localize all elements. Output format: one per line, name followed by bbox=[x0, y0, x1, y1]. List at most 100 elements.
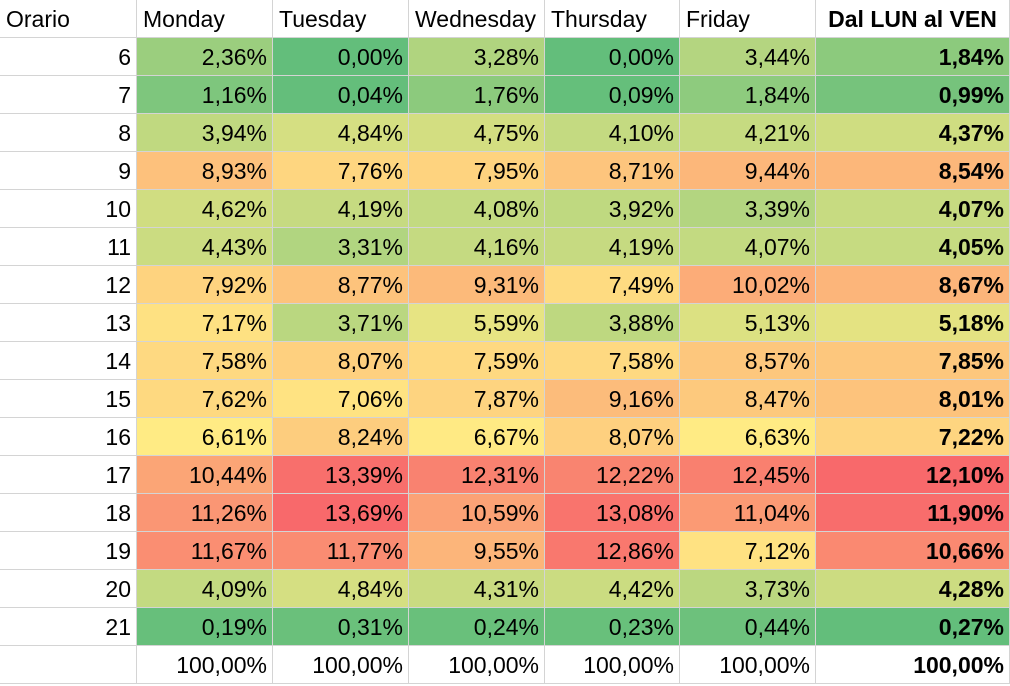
total-cell[interactable]: 12,10% bbox=[816, 456, 1010, 494]
column-total-cell[interactable]: 100,00% bbox=[409, 646, 545, 684]
percent-cell[interactable]: 8,07% bbox=[273, 342, 409, 380]
column-total-cell[interactable]: 100,00% bbox=[545, 646, 680, 684]
hour-label[interactable]: 14 bbox=[0, 342, 137, 380]
percent-cell[interactable]: 11,04% bbox=[680, 494, 816, 532]
percent-cell[interactable]: 3,28% bbox=[409, 38, 545, 76]
percent-cell[interactable]: 8,71% bbox=[545, 152, 680, 190]
percent-cell[interactable]: 3,39% bbox=[680, 190, 816, 228]
percent-cell[interactable]: 7,58% bbox=[137, 342, 273, 380]
percent-cell[interactable]: 4,75% bbox=[409, 114, 545, 152]
header-day-4[interactable]: Thursday bbox=[545, 0, 680, 38]
total-cell[interactable]: 7,22% bbox=[816, 418, 1010, 456]
percent-cell[interactable]: 10,59% bbox=[409, 494, 545, 532]
percent-cell[interactable]: 4,16% bbox=[409, 228, 545, 266]
percent-cell[interactable]: 4,08% bbox=[409, 190, 545, 228]
percent-cell[interactable]: 3,94% bbox=[137, 114, 273, 152]
percent-cell[interactable]: 4,10% bbox=[545, 114, 680, 152]
percent-cell[interactable]: 4,84% bbox=[273, 570, 409, 608]
percent-cell[interactable]: 3,31% bbox=[273, 228, 409, 266]
percent-cell[interactable]: 4,07% bbox=[680, 228, 816, 266]
total-cell[interactable]: 4,28% bbox=[816, 570, 1010, 608]
percent-cell[interactable]: 4,19% bbox=[273, 190, 409, 228]
percent-cell[interactable]: 3,73% bbox=[680, 570, 816, 608]
hour-label[interactable]: 20 bbox=[0, 570, 137, 608]
percent-cell[interactable]: 5,13% bbox=[680, 304, 816, 342]
percent-cell[interactable]: 11,67% bbox=[137, 532, 273, 570]
hour-label[interactable]: 18 bbox=[0, 494, 137, 532]
hour-label[interactable]: 21 bbox=[0, 608, 137, 646]
percent-cell[interactable]: 7,06% bbox=[273, 380, 409, 418]
percent-cell[interactable]: 3,71% bbox=[273, 304, 409, 342]
percent-cell[interactable]: 12,45% bbox=[680, 456, 816, 494]
percent-cell[interactable]: 4,09% bbox=[137, 570, 273, 608]
percent-cell[interactable]: 7,62% bbox=[137, 380, 273, 418]
percent-cell[interactable]: 1,84% bbox=[680, 76, 816, 114]
percent-cell[interactable]: 4,84% bbox=[273, 114, 409, 152]
percent-cell[interactable]: 7,76% bbox=[273, 152, 409, 190]
percent-cell[interactable]: 9,44% bbox=[680, 152, 816, 190]
percent-cell[interactable]: 8,93% bbox=[137, 152, 273, 190]
total-cell[interactable]: 5,18% bbox=[816, 304, 1010, 342]
percent-cell[interactable]: 0,23% bbox=[545, 608, 680, 646]
percent-cell[interactable]: 4,31% bbox=[409, 570, 545, 608]
percent-cell[interactable]: 5,59% bbox=[409, 304, 545, 342]
percent-cell[interactable]: 0,24% bbox=[409, 608, 545, 646]
percent-cell[interactable]: 7,17% bbox=[137, 304, 273, 342]
percent-cell[interactable]: 0,04% bbox=[273, 76, 409, 114]
total-cell[interactable]: 7,85% bbox=[816, 342, 1010, 380]
hour-label[interactable]: 11 bbox=[0, 228, 137, 266]
percent-cell[interactable]: 3,44% bbox=[680, 38, 816, 76]
header-day-2[interactable]: Tuesday bbox=[273, 0, 409, 38]
percent-cell[interactable]: 11,77% bbox=[273, 532, 409, 570]
total-cell[interactable]: 4,07% bbox=[816, 190, 1010, 228]
hour-label[interactable]: 7 bbox=[0, 76, 137, 114]
percent-cell[interactable]: 4,42% bbox=[545, 570, 680, 608]
hour-label[interactable]: 6 bbox=[0, 38, 137, 76]
percent-cell[interactable]: 12,31% bbox=[409, 456, 545, 494]
percent-cell[interactable]: 6,63% bbox=[680, 418, 816, 456]
column-total-cell[interactable]: 100,00% bbox=[680, 646, 816, 684]
percent-cell[interactable]: 0,09% bbox=[545, 76, 680, 114]
percent-cell[interactable]: 4,62% bbox=[137, 190, 273, 228]
column-total-cell[interactable]: 100,00% bbox=[137, 646, 273, 684]
percent-cell[interactable]: 11,26% bbox=[137, 494, 273, 532]
percent-cell[interactable]: 8,47% bbox=[680, 380, 816, 418]
percent-cell[interactable]: 13,69% bbox=[273, 494, 409, 532]
column-total-cell[interactable]: 100,00% bbox=[273, 646, 409, 684]
percent-cell[interactable]: 9,31% bbox=[409, 266, 545, 304]
percent-cell[interactable]: 6,61% bbox=[137, 418, 273, 456]
percent-cell[interactable]: 0,44% bbox=[680, 608, 816, 646]
hour-label[interactable]: 13 bbox=[0, 304, 137, 342]
hour-label[interactable]: 17 bbox=[0, 456, 137, 494]
percent-cell[interactable]: 8,07% bbox=[545, 418, 680, 456]
percent-cell[interactable]: 9,55% bbox=[409, 532, 545, 570]
percent-cell[interactable]: 13,39% bbox=[273, 456, 409, 494]
percent-cell[interactable]: 0,31% bbox=[273, 608, 409, 646]
hour-label[interactable]: 10 bbox=[0, 190, 137, 228]
hour-label[interactable]: 16 bbox=[0, 418, 137, 456]
percent-cell[interactable]: 4,19% bbox=[545, 228, 680, 266]
percent-cell[interactable]: 8,24% bbox=[273, 418, 409, 456]
header-day-5[interactable]: Friday bbox=[680, 0, 816, 38]
percent-cell[interactable]: 1,76% bbox=[409, 76, 545, 114]
percent-cell[interactable]: 0,00% bbox=[545, 38, 680, 76]
sum-label-cell[interactable] bbox=[0, 646, 137, 684]
percent-cell[interactable]: 13,08% bbox=[545, 494, 680, 532]
percent-cell[interactable]: 10,44% bbox=[137, 456, 273, 494]
total-cell[interactable]: 4,37% bbox=[816, 114, 1010, 152]
hour-label[interactable]: 15 bbox=[0, 380, 137, 418]
total-cell[interactable]: 4,05% bbox=[816, 228, 1010, 266]
percent-cell[interactable]: 7,95% bbox=[409, 152, 545, 190]
total-cell[interactable]: 8,67% bbox=[816, 266, 1010, 304]
percent-cell[interactable]: 8,57% bbox=[680, 342, 816, 380]
percent-cell[interactable]: 7,87% bbox=[409, 380, 545, 418]
total-cell[interactable]: 0,27% bbox=[816, 608, 1010, 646]
percent-cell[interactable]: 3,92% bbox=[545, 190, 680, 228]
total-cell[interactable]: 1,84% bbox=[816, 38, 1010, 76]
percent-cell[interactable]: 8,77% bbox=[273, 266, 409, 304]
percent-cell[interactable]: 1,16% bbox=[137, 76, 273, 114]
grand-total-cell[interactable]: 100,00% bbox=[816, 646, 1010, 684]
percent-cell[interactable]: 9,16% bbox=[545, 380, 680, 418]
hour-label[interactable]: 8 bbox=[0, 114, 137, 152]
percent-cell[interactable]: 4,21% bbox=[680, 114, 816, 152]
